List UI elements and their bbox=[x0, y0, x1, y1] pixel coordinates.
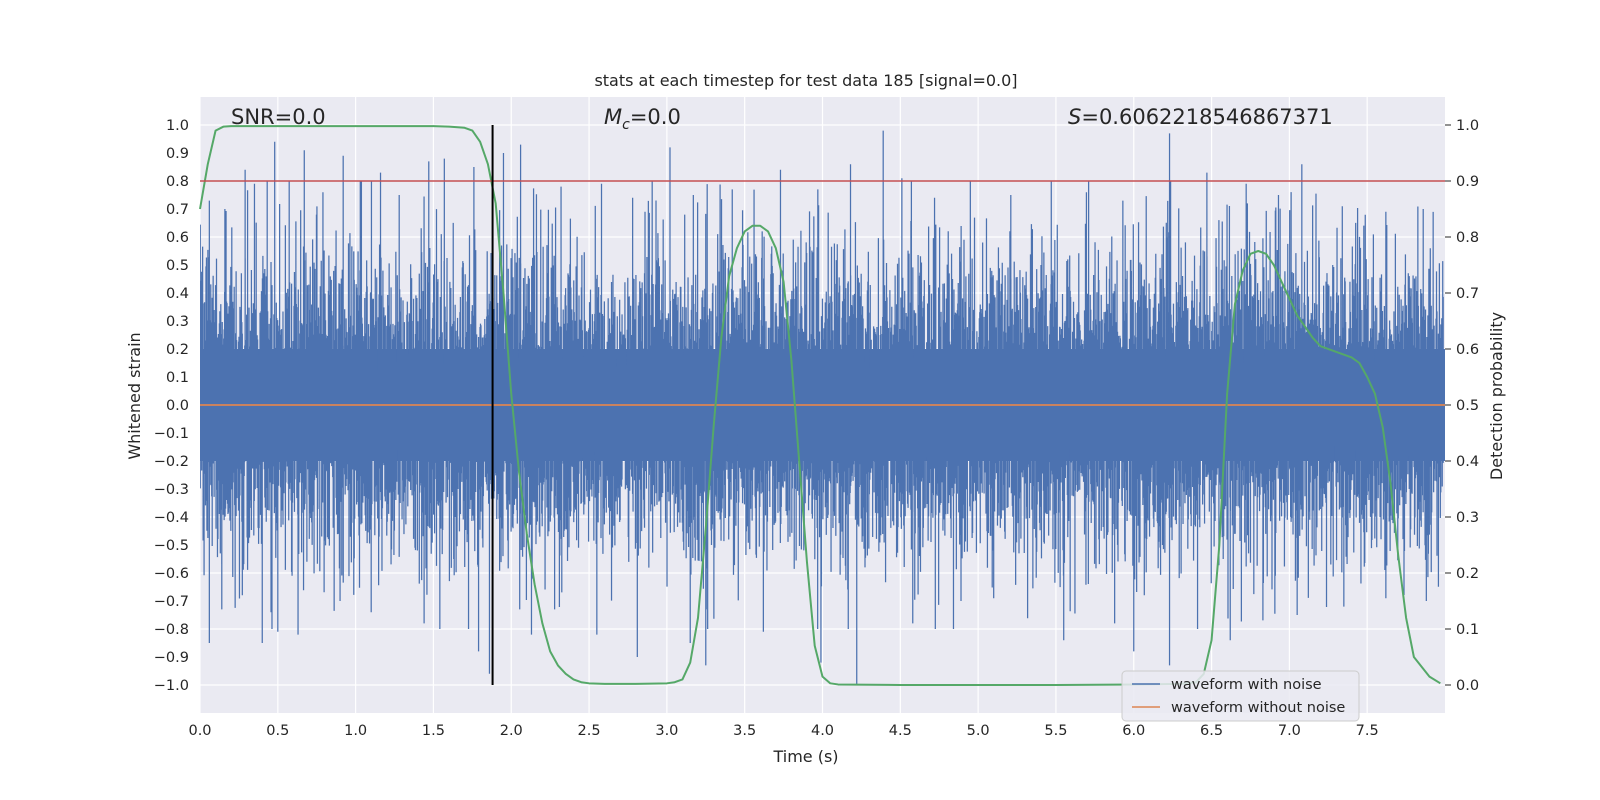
legend-label-noise: waveform with noise bbox=[1171, 677, 1322, 693]
y-left-tick-label: −0.7 bbox=[154, 594, 189, 610]
y-right-tick-label: 0.5 bbox=[1456, 398, 1479, 414]
y-left-tick-label: 0.0 bbox=[166, 398, 189, 414]
y-axis-left-label: Whitened strain bbox=[125, 332, 144, 459]
legend: waveform with noise waveform without noi… bbox=[1121, 670, 1360, 722]
y-left-tick-label: −0.8 bbox=[154, 622, 189, 638]
y-right-tick-label: 0.3 bbox=[1456, 510, 1479, 526]
overlays bbox=[200, 125, 1445, 685]
s-symbol: S bbox=[1068, 105, 1081, 129]
y-right-tick-label: 0.1 bbox=[1456, 622, 1479, 638]
y-left-tick-label: −0.3 bbox=[154, 482, 189, 498]
x-tick-label: 1.5 bbox=[422, 723, 445, 739]
x-tick-label: 4.0 bbox=[811, 723, 834, 739]
y-left-tick-label: 0.5 bbox=[166, 258, 189, 274]
y-left-tick-label: −1.0 bbox=[154, 678, 189, 694]
y-right-tick-label: 0.6 bbox=[1456, 342, 1479, 358]
y-left-tick-label: −0.6 bbox=[154, 566, 189, 582]
y-left-tick-label: −0.5 bbox=[154, 538, 189, 554]
y-right-tick-label: 0.4 bbox=[1456, 454, 1479, 470]
legend-frame bbox=[1121, 670, 1360, 722]
y-right-tick-label: 0.0 bbox=[1456, 678, 1479, 694]
x-tick-label: 2.0 bbox=[500, 723, 523, 739]
snr-annotation: SNR=0.0 bbox=[231, 105, 326, 129]
x-tick-label: 0.0 bbox=[188, 723, 211, 739]
s-annotation: S=0.6062218546867371 bbox=[1068, 105, 1333, 129]
y-left-tick-label: 0.1 bbox=[166, 370, 189, 386]
x-tick-label: 0.5 bbox=[266, 723, 289, 739]
chirp-mass-subscript: c bbox=[622, 117, 630, 133]
x-tick-label: 4.5 bbox=[889, 723, 912, 739]
y-left-tick-label: −0.2 bbox=[154, 454, 189, 470]
detection-probability-line bbox=[199, 125, 1441, 686]
y-left-tick-label: 0.4 bbox=[166, 286, 189, 302]
x-tick-label: 3.5 bbox=[733, 723, 756, 739]
y-left-tick-label: −0.4 bbox=[154, 510, 189, 526]
y-left-tick-label: 0.9 bbox=[166, 146, 189, 162]
y-left-tick-label: −0.9 bbox=[154, 650, 189, 666]
y-left-tick-label: −0.1 bbox=[154, 426, 189, 442]
s-value: =0.6062218546867371 bbox=[1081, 105, 1332, 129]
y-right-tick-label: 0.9 bbox=[1456, 174, 1479, 190]
y-left-tick-label: 0.8 bbox=[166, 174, 189, 190]
x-tick-label: 7.0 bbox=[1278, 723, 1301, 739]
chart-title: stats at each timestep for test data 185… bbox=[594, 71, 1017, 90]
y-right-tick-label: 1.0 bbox=[1456, 118, 1479, 134]
chirp-mass-value: =0.0 bbox=[630, 105, 681, 129]
x-tick-label: 3.0 bbox=[655, 723, 678, 739]
x-tick-label: 6.0 bbox=[1122, 723, 1145, 739]
y-right-tick-label: 0.7 bbox=[1456, 286, 1479, 302]
chirp-mass-symbol: M bbox=[604, 105, 622, 129]
y-left-tick-label: 0.7 bbox=[166, 202, 189, 218]
legend-label-clean: waveform without noise bbox=[1171, 700, 1345, 716]
y-left-tick-label: 1.0 bbox=[166, 118, 189, 134]
x-tick-label: 2.5 bbox=[578, 723, 601, 739]
y-axis-right-label: Detection probability bbox=[1487, 312, 1506, 480]
y-right-tick-label: 0.2 bbox=[1456, 566, 1479, 582]
series-detection-probability bbox=[199, 125, 1441, 686]
y-left-tick-label: 0.3 bbox=[166, 314, 189, 330]
x-tick-label: 7.5 bbox=[1356, 723, 1379, 739]
y-left-tick-label: 0.2 bbox=[166, 342, 189, 358]
y-left-tick-label: 0.6 bbox=[166, 230, 189, 246]
x-tick-label: 5.5 bbox=[1044, 723, 1067, 739]
x-tick-label: 5.0 bbox=[967, 723, 990, 739]
chirp-mass-annotation: Mc=0.0 bbox=[604, 105, 681, 133]
x-tick-label: 1.0 bbox=[344, 723, 367, 739]
x-tick-label: 6.5 bbox=[1200, 723, 1223, 739]
tick-labels: 0.0 0.5 1.0 1.5 2.0 2.5 3.0 3.5 4.0 4.5 5.0 5.5 6.0 6… bbox=[154, 118, 1479, 739]
x-axis-label: Time (s) bbox=[772, 747, 838, 766]
y-right-tick-label: 0.8 bbox=[1456, 230, 1479, 246]
